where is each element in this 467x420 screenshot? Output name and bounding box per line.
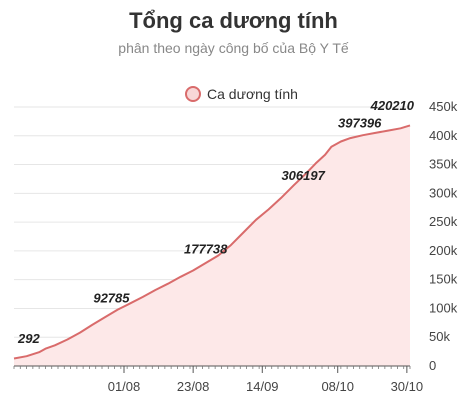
series-area: [14, 125, 410, 367]
data-label: 92785: [93, 291, 130, 306]
x-tick-label: 30/10: [391, 379, 424, 394]
data-label: 177738: [184, 242, 228, 257]
y-tick-label: 400k: [429, 128, 458, 143]
series-line: [13, 124, 411, 360]
legend-label: Ca dương tính: [207, 86, 298, 102]
legend[interactable]: Ca dương tính: [185, 84, 298, 104]
data-labels: 292 92785 177738 306197 397396 420210: [17, 98, 415, 346]
chart-title: Tổng ca dương tính: [129, 8, 338, 33]
y-tick-label: 200k: [429, 243, 458, 258]
data-label: 420210: [370, 98, 415, 113]
area-layer: [13, 124, 411, 367]
data-label: 397396: [338, 115, 382, 130]
x-tick-label: 23/08: [177, 379, 210, 394]
x-tick-label: 14/09: [246, 379, 279, 394]
x-tick-label: 01/08: [108, 379, 141, 394]
y-tick-label: 350k: [429, 157, 458, 172]
y-tick-label: 50k: [429, 329, 450, 344]
y-tick-label: 0: [429, 358, 436, 373]
y-tick-label: 150k: [429, 272, 458, 287]
x-tick-label: 08/10: [321, 379, 354, 394]
data-label: 292: [17, 331, 40, 346]
y-tick-label: 250k: [429, 214, 458, 229]
axes: 0 50k 100k 150k 200k 250k 300k 350k 400k 450k 01/0…: [13, 99, 458, 394]
chart-subtitle: phân theo ngày công bố của Bộ Y Tế: [118, 40, 349, 56]
data-label: 306197: [281, 168, 325, 183]
legend-marker-icon: [185, 86, 201, 102]
y-tick-label: 100k: [429, 300, 458, 315]
y-tick-label: 450k: [429, 99, 458, 114]
y-tick-label: 300k: [429, 185, 458, 200]
